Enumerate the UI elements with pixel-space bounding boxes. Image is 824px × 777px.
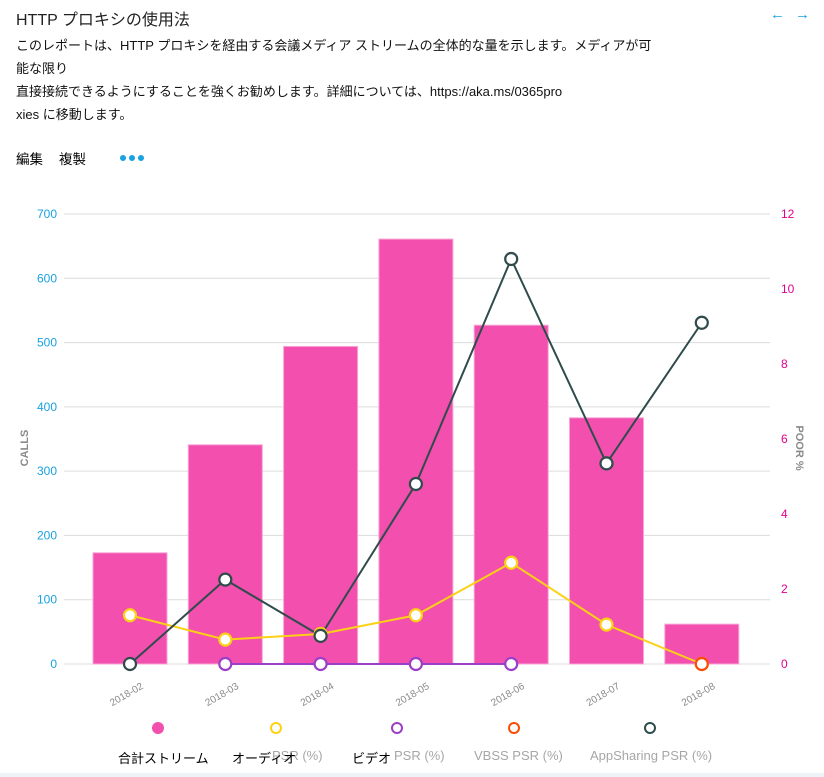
left-tick-label: 300 <box>37 464 57 478</box>
legend-label-appsharing: AppSharing PSR (%) <box>590 748 713 763</box>
legend-label-vbss: VBSS PSR (%) <box>474 748 563 763</box>
legend-ring-icon <box>508 722 520 734</box>
legend-dot-icon <box>152 722 164 734</box>
legend-label-audio: オーディオ <box>232 751 297 766</box>
line-series <box>122 251 709 672</box>
x-tick-label: 2018-05 <box>394 681 432 709</box>
x-tick-label: 2018-06 <box>489 681 527 709</box>
legend-label-video: ビデオ <box>352 751 392 766</box>
data-point-audio[interactable] <box>122 608 138 623</box>
data-point-appsharing[interactable] <box>504 251 519 267</box>
left-tick-label: 700 <box>37 207 57 221</box>
right-tick-label: 10 <box>781 282 795 296</box>
right-tick-label: 2 <box>781 582 788 596</box>
legend-item-audio[interactable] <box>270 722 282 742</box>
page-title: HTTP プロキシの使用法 <box>16 12 190 29</box>
chart: 0 100 200 300 400 500 600 700 0 2 4 6 8 10 12 CALLS P… <box>19 207 805 709</box>
left-tick-label: 200 <box>37 528 57 542</box>
description-line: xies に移動します。 <box>16 107 133 122</box>
right-tick-label: 12 <box>781 207 795 221</box>
arrow-left-icon[interactable]: ← <box>770 6 785 23</box>
data-point-appsharing[interactable] <box>694 315 709 330</box>
bar-total-streams[interactable] <box>473 324 549 665</box>
left-tick-label: 600 <box>37 271 57 285</box>
bar-total-streams[interactable] <box>378 238 454 665</box>
x-tick-label: 2018-08 <box>680 681 718 709</box>
legend-ring-icon <box>391 722 403 734</box>
description-line: 直接接続できるようにすることを強くお勧めします。詳細については、https://… <box>16 84 563 99</box>
right-tick-label: 8 <box>781 357 788 371</box>
x-tick-label: 2018-02 <box>108 681 146 709</box>
x-tick-label: 2018-07 <box>585 681 623 709</box>
data-point-audio[interactable] <box>599 617 614 632</box>
bar-series-total <box>92 238 740 665</box>
data-point-video[interactable] <box>313 656 328 672</box>
left-tick-label: 0 <box>50 657 57 671</box>
legend-item-video[interactable] <box>391 722 403 742</box>
right-tick-label: 0 <box>781 657 788 671</box>
legend-ring-icon <box>644 722 656 734</box>
legend-item-vbss[interactable] <box>508 722 520 742</box>
left-tick-label: 100 <box>37 593 57 607</box>
bottom-divider <box>0 773 824 777</box>
x-tick-label: 2018-03 <box>204 681 242 709</box>
legend-item-appsharing[interactable] <box>644 722 656 742</box>
right-tick-label: 4 <box>781 507 788 521</box>
chart-legend: 合計ストリーム PSR (%) オーディオ PSR (%) ビデオ VBSS P… <box>0 722 824 772</box>
data-point-audio[interactable] <box>218 632 233 647</box>
legend-label-video-psr: PSR (%) <box>394 748 445 763</box>
bar-total-streams[interactable] <box>283 345 359 665</box>
arrow-right-icon[interactable]: → <box>795 6 810 23</box>
right-axis: 0 2 4 6 8 10 12 <box>781 207 795 671</box>
data-point-video[interactable] <box>218 656 233 672</box>
left-axis: 0 100 200 300 400 500 600 700 <box>37 207 57 671</box>
left-tick-label: 400 <box>37 400 57 414</box>
more-dots-icon[interactable] <box>120 155 144 161</box>
x-tick-label: 2018-04 <box>299 681 337 709</box>
x-axis: 2018-02 2018-03 2018-04 2018-05 2018-06 2018-… <box>108 681 717 709</box>
data-point-video[interactable] <box>504 656 519 672</box>
left-tick-label: 500 <box>37 336 57 350</box>
legend-label-audio-psr: PSR (%) <box>272 748 323 763</box>
toolbar: 編集 複製 <box>16 148 144 168</box>
right-tick-label: 6 <box>781 432 788 446</box>
legend-ring-icon <box>270 722 282 734</box>
duplicate-button[interactable]: 複製 <box>59 152 86 167</box>
left-axis-label: CALLS <box>19 430 31 467</box>
data-point-appsharing[interactable] <box>122 656 138 672</box>
data-point-audio[interactable] <box>504 555 519 570</box>
description-line: このレポートは、HTTP プロキシを経由する会議メディア ストリームの全体的な量… <box>16 38 652 76</box>
legend-item-total[interactable] <box>152 722 164 742</box>
legend-label-total: 合計ストリーム <box>118 751 209 766</box>
data-point-audio[interactable] <box>408 608 423 623</box>
data-point-appsharing[interactable] <box>218 572 233 587</box>
data-point-appsharing[interactable] <box>408 476 423 492</box>
data-point-vbss[interactable] <box>694 656 709 672</box>
edit-button[interactable]: 編集 <box>16 152 43 167</box>
report-navigation: ← → <box>770 6 810 23</box>
bar-total-streams[interactable] <box>187 444 263 665</box>
data-point-video[interactable] <box>408 656 423 672</box>
data-point-appsharing[interactable] <box>599 456 614 471</box>
data-point-appsharing[interactable] <box>313 628 328 643</box>
report-description: このレポートは、HTTP プロキシを経由する会議メディア ストリームの全体的な量… <box>16 34 656 126</box>
right-axis-label: POOR % <box>793 425 805 470</box>
